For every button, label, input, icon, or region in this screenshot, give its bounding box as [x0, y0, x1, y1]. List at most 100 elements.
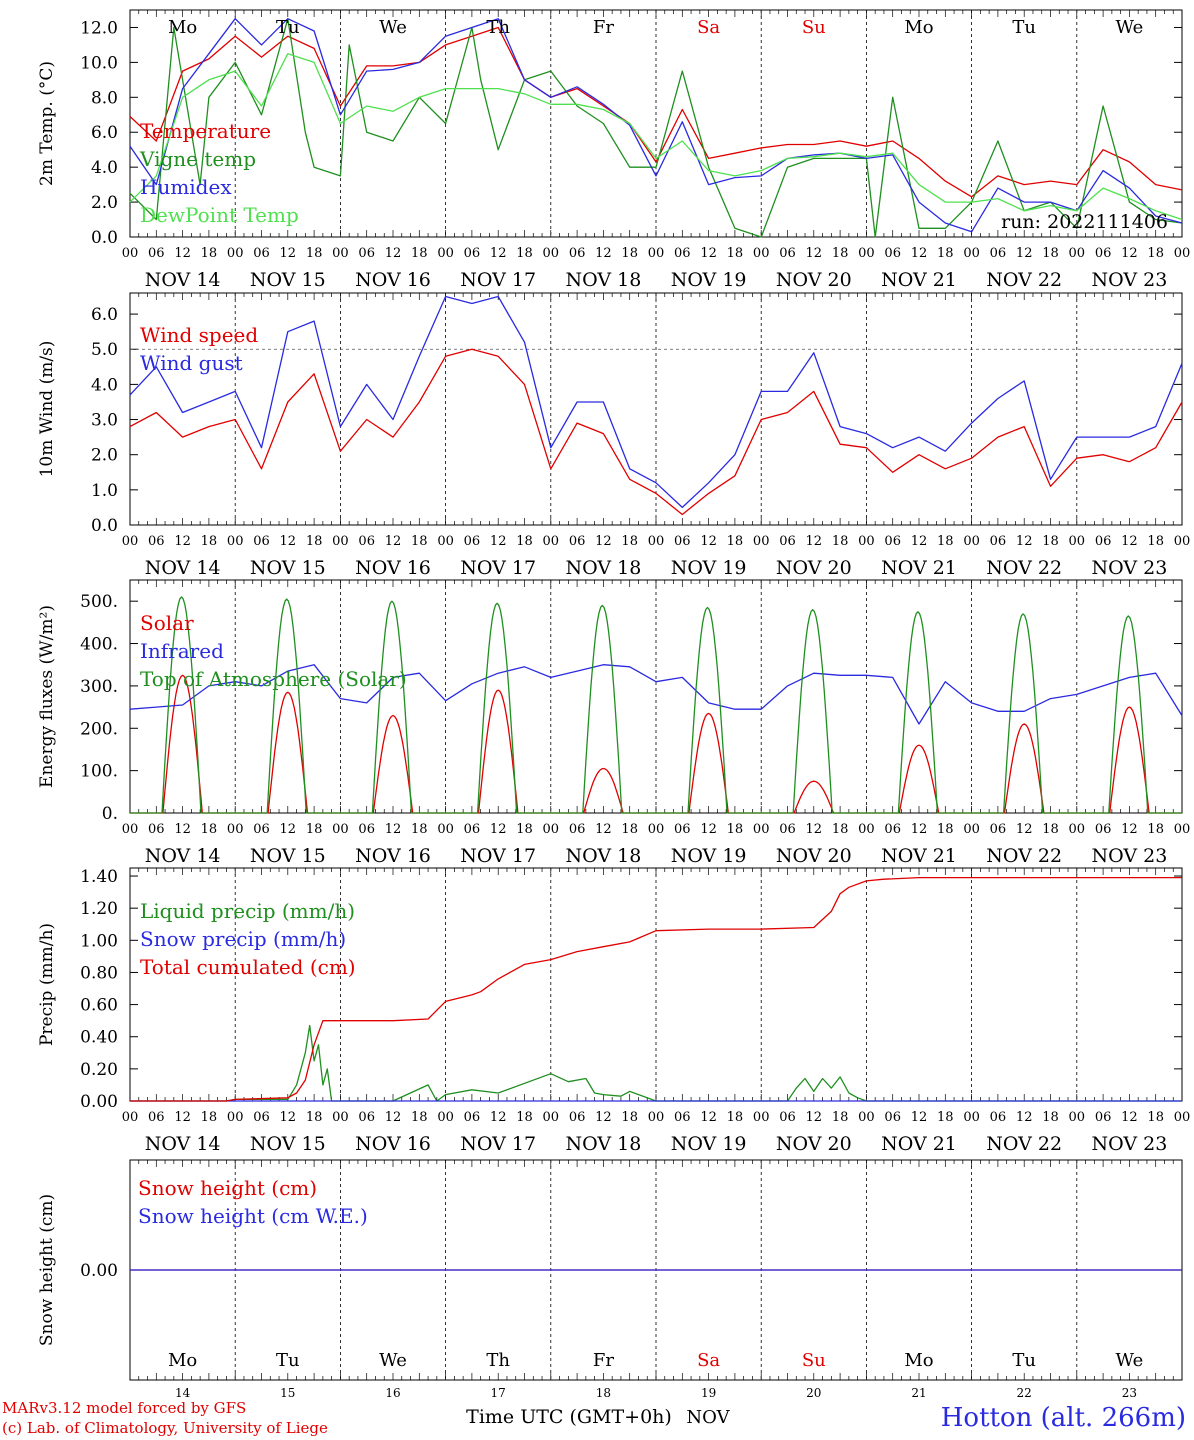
x-date-label: NOV 23	[1091, 1133, 1167, 1155]
x-date-label: NOV 17	[460, 557, 536, 579]
x-hour-label: 06	[990, 822, 1007, 837]
x-hour-label: 06	[464, 822, 481, 837]
x-hour-label: 18	[306, 534, 323, 549]
x-hour-label: 06	[674, 534, 691, 549]
x-hour-label: 00	[122, 1110, 139, 1125]
x-hour-label: 06	[358, 534, 375, 549]
y-tick-label: 0.80	[80, 963, 118, 983]
x-date-label: NOV 22	[986, 269, 1062, 291]
weekday-label-top: We	[1116, 17, 1144, 38]
x-date-label: NOV 17	[460, 1133, 536, 1155]
x-hour-label: 18	[516, 534, 533, 549]
legend-entry: Vigne temp	[139, 147, 256, 171]
weekday-label-bottom: Su	[802, 1350, 826, 1371]
y-tick-label: 2.0	[91, 193, 118, 213]
x-hour-label: 18	[621, 1110, 638, 1125]
x-hour-label: 00	[753, 534, 770, 549]
x-hour-label: 06	[1095, 534, 1112, 549]
x-hour-label: 06	[358, 822, 375, 837]
x-hour-label: 12	[1016, 1110, 1033, 1125]
x-date-label: NOV 21	[881, 557, 957, 579]
x-hour-label: 00	[437, 534, 454, 549]
x-hour-label: 18	[1147, 1110, 1164, 1125]
x-hour-label: 18	[411, 246, 428, 261]
x-hour-label: 00	[227, 534, 244, 549]
x-hour-label: 18	[1042, 534, 1059, 549]
x-date-label: NOV 20	[776, 269, 852, 291]
x-hour-label: 00	[543, 822, 560, 837]
x-hour-label: 18	[727, 822, 744, 837]
x-hour-label: 06	[464, 534, 481, 549]
x-hour-label: 00	[963, 534, 980, 549]
x-hour-label: 06	[358, 1110, 375, 1125]
day-number-label: 22	[1017, 1386, 1032, 1400]
x-hour-label: 18	[832, 534, 849, 549]
x-hour-label: 00	[227, 1110, 244, 1125]
legend-entry: Solar	[140, 611, 194, 635]
weekday-label-top: Tu	[1012, 17, 1036, 38]
x-date-label: NOV 21	[881, 1133, 957, 1155]
x-hour-label: 06	[884, 534, 901, 549]
y-tick-label: 1.0	[91, 481, 118, 501]
weekday-label-bottom: Mo	[904, 1350, 933, 1371]
legend-entry: Wind speed	[140, 323, 258, 347]
x-hour-label: 00	[1174, 246, 1191, 261]
x-hour-label: 00	[227, 246, 244, 261]
x-hour-label: 12	[1016, 822, 1033, 837]
chart-panel-energy: 0. 100. 200. 300. 400. 500. Energy fluxes (W/m…	[37, 579, 1190, 867]
credit-line-model: MARv3.12 model forced by GFS	[2, 1399, 247, 1417]
x-hour-label: 12	[911, 534, 928, 549]
series-line-total-cumulated-cm-	[130, 876, 1182, 1102]
x-hour-label: 06	[253, 822, 270, 837]
y-axis-label: Energy fluxes (W/m²)	[37, 605, 57, 788]
x-hour-label: 06	[674, 822, 691, 837]
y-tick-label: 0.20	[80, 1060, 118, 1080]
x-hour-label: 06	[148, 246, 165, 261]
x-hour-label: 00	[648, 246, 665, 261]
x-hour-label: 12	[806, 246, 823, 261]
weekday-label-top: Mo	[904, 17, 933, 38]
day-number-label: 20	[806, 1386, 821, 1400]
x-hour-label: 00	[437, 822, 454, 837]
x-hour-label: 18	[1147, 534, 1164, 549]
x-date-label: NOV 23	[1091, 269, 1167, 291]
x-hour-label: 12	[385, 534, 402, 549]
x-date-label: NOV 21	[881, 845, 957, 867]
x-hour-label: 12	[174, 822, 191, 837]
day-number-label: 16	[385, 1386, 400, 1400]
x-hour-label: 12	[700, 1110, 717, 1125]
y-axis-label: Precip (mm/h)	[37, 923, 57, 1046]
x-hour-label: 12	[1121, 246, 1138, 261]
series-line-top-of-atmosphere-solar-	[130, 596, 1182, 814]
x-date-label: NOV 18	[565, 845, 641, 867]
x-hour-label: 00	[858, 246, 875, 261]
x-hour-label: 00	[858, 822, 875, 837]
x-date-label: NOV 19	[671, 845, 747, 867]
x-hour-label: 00	[332, 822, 349, 837]
y-axis-label: Snow height (cm)	[37, 1194, 57, 1346]
x-hour-label: 06	[569, 822, 586, 837]
x-hour-label: 00	[437, 1110, 454, 1125]
x-hour-label: 18	[832, 822, 849, 837]
y-tick-label: 0.00	[80, 1092, 118, 1112]
x-date-label: NOV 14	[145, 845, 221, 867]
x-hour-label: 00	[1069, 246, 1086, 261]
y-tick-label: 0.00	[80, 1261, 118, 1281]
x-hour-label: 06	[779, 534, 796, 549]
x-hour-label: 12	[806, 822, 823, 837]
x-hour-label: 12	[595, 246, 612, 261]
y-axis-label: 10m Wind (m/s)	[37, 341, 57, 478]
x-hour-label: 18	[516, 246, 533, 261]
series-line-wind-gust	[129, 295, 1183, 509]
y-tick-label: 300.	[80, 677, 118, 697]
x-hour-label: 06	[1095, 246, 1112, 261]
x-date-label: NOV 14	[145, 557, 221, 579]
x-hour-label: 06	[990, 246, 1007, 261]
x-hour-label: 18	[937, 534, 954, 549]
weekday-label-bottom: We	[1116, 1350, 1144, 1371]
x-hour-label: 12	[1121, 1110, 1138, 1125]
day-number-label: 19	[701, 1386, 716, 1400]
x-hour-label: 12	[806, 534, 823, 549]
x-date-label: NOV 15	[250, 269, 326, 291]
x-date-label: NOV 16	[355, 269, 431, 291]
